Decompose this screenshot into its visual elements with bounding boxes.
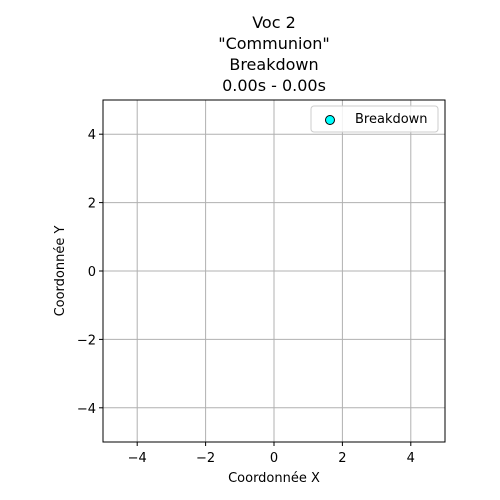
x-tick-label: 2 — [338, 451, 346, 466]
y-tick-label: 4 — [88, 128, 96, 143]
chart-title-line: Voc 2 — [252, 13, 296, 32]
y-tick-label: 0 — [88, 265, 96, 280]
grid — [103, 100, 445, 442]
legend-label: Breakdown — [355, 112, 428, 127]
chart-title-line: 0.00s - 0.00s — [222, 76, 326, 95]
y-axis-ticks: −4 −2 0 2 4 — [77, 128, 103, 417]
y-tick-label: −4 — [77, 402, 96, 417]
chart-title-line: Breakdown — [229, 55, 318, 74]
x-axis-label: Coordonnée X — [228, 471, 320, 486]
y-axis-label: Coordonnée Y — [53, 226, 68, 317]
chart-title-line: "Communion" — [218, 34, 330, 53]
x-tick-label: −2 — [196, 451, 215, 466]
legend-marker — [325, 115, 335, 125]
y-tick-label: 2 — [88, 197, 96, 212]
legend: Breakdown — [310, 105, 439, 133]
x-tick-label: 0 — [270, 451, 278, 466]
legend-box — [310, 105, 439, 133]
y-tick-label: −2 — [77, 333, 96, 348]
x-tick-label: −4 — [128, 451, 147, 466]
x-axis-ticks: −4 −2 0 2 4 — [128, 442, 415, 466]
chart-title: Voc 2 "Communion" Breakdown 0.00s - 0.00s — [218, 13, 330, 95]
x-tick-label: 4 — [407, 451, 415, 466]
